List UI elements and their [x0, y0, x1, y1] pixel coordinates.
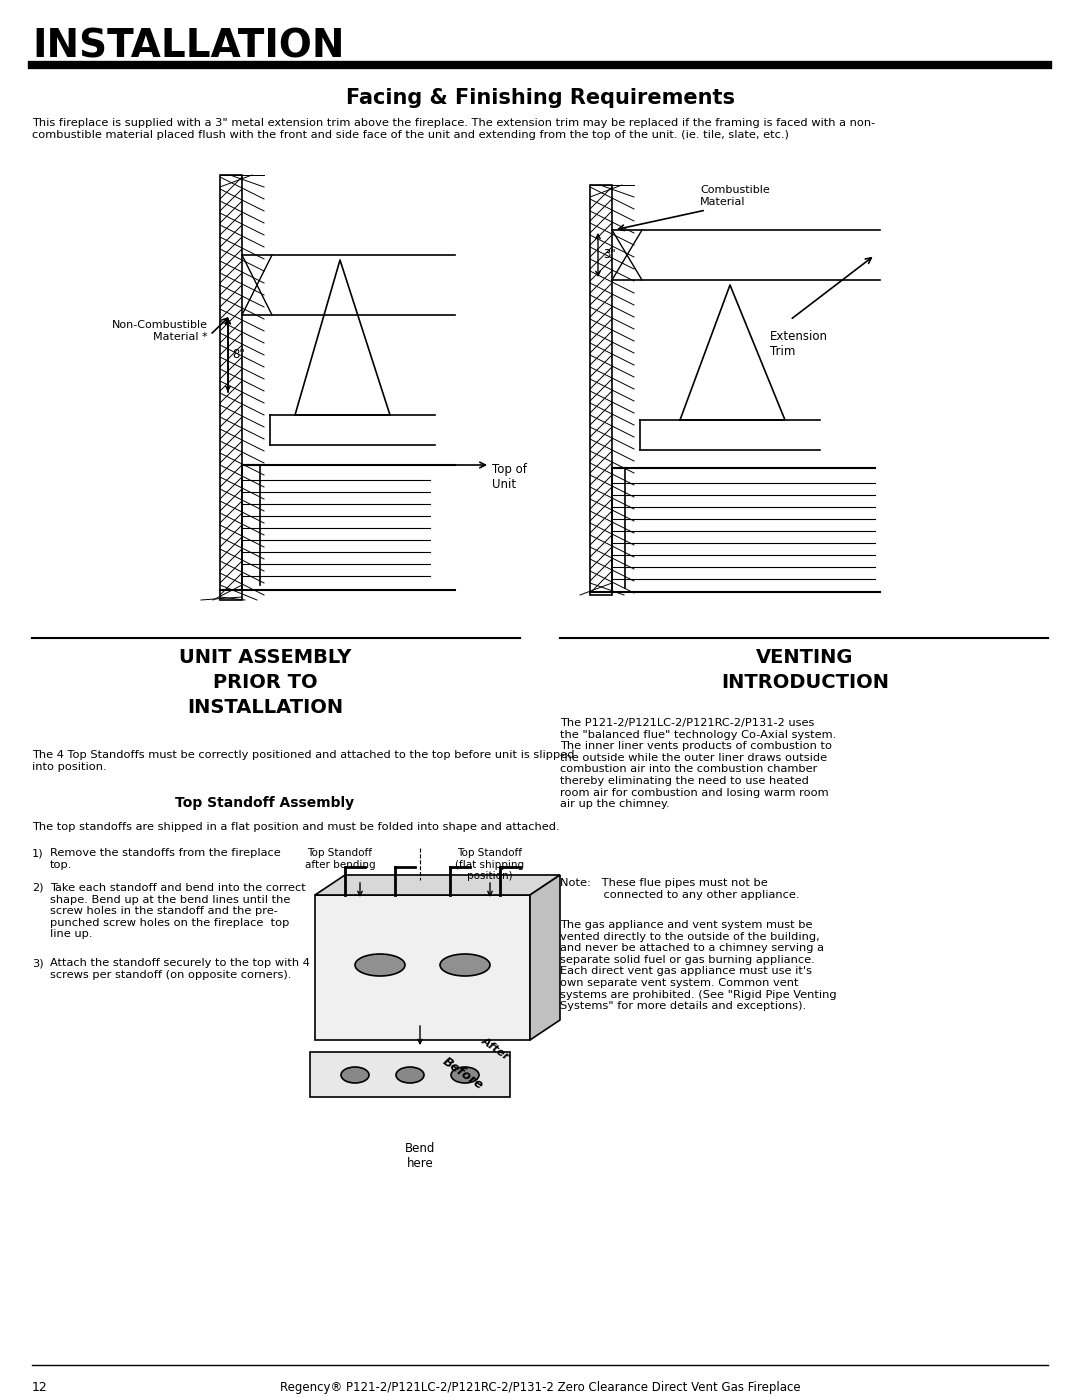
Text: The 4 Top Standoffs must be correctly positioned and attached to the top before : The 4 Top Standoffs must be correctly po… — [32, 750, 575, 771]
Text: Regency® P121-2/P121LC-2/P121RC-2/P131-2 Zero Clearance Direct Vent Gas Fireplac: Regency® P121-2/P121LC-2/P121RC-2/P131-2… — [280, 1382, 800, 1394]
Text: Attach the standoff securely to the top with 4
screws per standoff (on opposite : Attach the standoff securely to the top … — [50, 958, 310, 981]
Text: 3": 3" — [603, 249, 616, 261]
Text: Extension
Trim: Extension Trim — [770, 330, 828, 358]
Text: Non-Combustible
Material *: Non-Combustible Material * — [112, 320, 208, 342]
Text: 2): 2) — [32, 883, 43, 893]
Text: Take each standoff and bend into the correct
shape. Bend up at the bend lines un: Take each standoff and bend into the cor… — [50, 883, 306, 939]
Text: This fireplace is supplied with a 3" metal extension trim above the fireplace. T: This fireplace is supplied with a 3" met… — [32, 117, 875, 140]
Ellipse shape — [440, 954, 490, 977]
Text: After: After — [480, 1035, 512, 1062]
Polygon shape — [530, 875, 561, 1039]
Text: Top Standoff
after bending: Top Standoff after bending — [305, 848, 376, 869]
Ellipse shape — [355, 954, 405, 977]
Text: 3): 3) — [32, 958, 43, 968]
Text: 1): 1) — [32, 848, 43, 858]
Ellipse shape — [341, 1067, 369, 1083]
Text: Bend
here: Bend here — [405, 1141, 435, 1171]
Text: 12: 12 — [32, 1382, 48, 1394]
Bar — [310, 1052, 510, 1097]
Text: Top Standoff Assembly: Top Standoff Assembly — [175, 796, 354, 810]
Bar — [315, 895, 530, 1039]
Ellipse shape — [451, 1067, 480, 1083]
Text: INSTALLATION: INSTALLATION — [32, 28, 345, 66]
Text: Combustible
Material: Combustible Material — [700, 184, 770, 207]
Text: Before: Before — [440, 1055, 486, 1092]
Text: The P121-2/P121LC-2/P121RC-2/P131-2 uses
the "balanced flue" technology Co-Axial: The P121-2/P121LC-2/P121RC-2/P131-2 uses… — [561, 718, 836, 809]
Text: Remove the standoffs from the fireplace
top.: Remove the standoffs from the fireplace … — [50, 848, 281, 869]
Polygon shape — [315, 875, 561, 895]
Text: Top Standoff
(flat shipping
position): Top Standoff (flat shipping position) — [456, 848, 525, 882]
Text: VENTING
INTRODUCTION: VENTING INTRODUCTION — [721, 648, 889, 692]
Ellipse shape — [396, 1067, 424, 1083]
Bar — [220, 175, 242, 599]
Text: 8": 8" — [232, 348, 245, 362]
Text: Top of
Unit: Top of Unit — [492, 462, 527, 490]
Text: Facing & Finishing Requirements: Facing & Finishing Requirements — [346, 88, 734, 108]
Text: UNIT ASSEMBLY
PRIOR TO
INSTALLATION: UNIT ASSEMBLY PRIOR TO INSTALLATION — [179, 648, 351, 717]
Text: The gas appliance and vent system must be
vented directly to the outside of the : The gas appliance and vent system must b… — [561, 921, 837, 1011]
Text: Note:   These flue pipes must not be
            connected to any other applianc: Note: These flue pipes must not be conne… — [561, 877, 799, 900]
Bar — [590, 184, 612, 595]
Text: The top standoffs are shipped in a flat position and must be folded into shape a: The top standoffs are shipped in a flat … — [32, 821, 559, 833]
